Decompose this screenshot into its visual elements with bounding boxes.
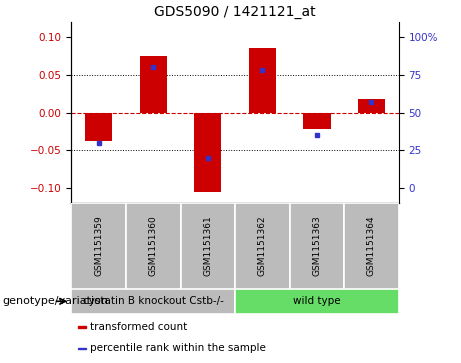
- Bar: [71, 289, 235, 314]
- Text: cystatin B knockout Cstb-/-: cystatin B knockout Cstb-/-: [83, 296, 224, 306]
- Text: GSM1151360: GSM1151360: [149, 216, 158, 276]
- Bar: [71, 203, 126, 289]
- Bar: [85, 113, 112, 141]
- Bar: [235, 289, 399, 314]
- Bar: [290, 203, 344, 289]
- Text: GSM1151364: GSM1151364: [367, 216, 376, 276]
- Text: GSM1151361: GSM1151361: [203, 216, 213, 276]
- Bar: [249, 48, 276, 113]
- Bar: [78, 348, 86, 349]
- Bar: [235, 203, 290, 289]
- Text: genotype/variation: genotype/variation: [2, 296, 108, 306]
- Title: GDS5090 / 1421121_at: GDS5090 / 1421121_at: [154, 5, 316, 19]
- Bar: [344, 203, 399, 289]
- Text: GSM1151362: GSM1151362: [258, 216, 267, 276]
- Text: GSM1151359: GSM1151359: [94, 216, 103, 276]
- Bar: [140, 56, 167, 113]
- Bar: [126, 203, 181, 289]
- Bar: [194, 113, 221, 192]
- Bar: [78, 326, 86, 327]
- Bar: [181, 203, 235, 289]
- Bar: [303, 113, 331, 129]
- Text: GSM1151363: GSM1151363: [313, 216, 321, 276]
- Bar: [358, 99, 385, 113]
- Text: transformed count: transformed count: [90, 322, 188, 332]
- Text: wild type: wild type: [293, 296, 341, 306]
- Text: percentile rank within the sample: percentile rank within the sample: [90, 343, 266, 354]
